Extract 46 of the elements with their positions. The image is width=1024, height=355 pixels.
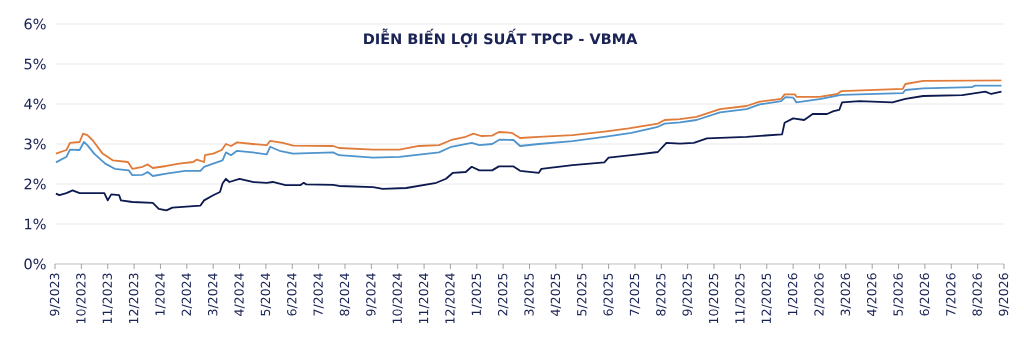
x-tick-label: 2/2026 (814, 273, 825, 316)
x-tick-label: 10/2025 (708, 273, 720, 324)
x-tick-label: 8/2026 (972, 273, 983, 316)
x-tick-label: 1/2026 (787, 273, 799, 316)
x-tick-label: 4/2026 (866, 273, 878, 316)
x-tick-label: 7/2024 (313, 273, 324, 316)
x-tick-label: 7/2026 (946, 273, 957, 316)
x-tick-label: 10/2024 (392, 273, 403, 324)
x-tick-label: 5/2026 (893, 273, 904, 316)
x-tick-label: 12/2023 (128, 273, 140, 324)
x-tick-label: 8/2024 (339, 273, 351, 316)
x-tick-label: 7/2025 (629, 273, 641, 316)
x-tick-label: 5/2024 (260, 273, 272, 316)
x-tick-label: 3/2026 (840, 273, 852, 316)
chart-title: DIỄN BIẾN LỢI SUẤT TPCP - VBMA (364, 28, 638, 48)
x-tick-label: 12/2025 (761, 273, 772, 324)
x-tick-label: 9/2025 (682, 273, 693, 316)
x-tick-label: 4/2024 (234, 273, 245, 316)
x-tick-label: 3/2025 (524, 273, 535, 316)
y-tick-label: 6% (24, 18, 46, 30)
x-tick-label: 1/2024 (155, 273, 166, 316)
y-tick-label: 4% (24, 98, 46, 110)
x-tick-label: 10/2023 (76, 273, 87, 324)
y-tick-label: 2% (24, 178, 46, 190)
x-tick-label: 12/2024 (445, 273, 456, 324)
y-tick-label: 1% (25, 218, 46, 230)
x-tick-label: 5/2025 (577, 273, 588, 316)
x-tick-label: 2/2024 (181, 273, 193, 316)
y-tick-label: 3% (24, 138, 46, 150)
x-tick-label: 6/2025 (603, 273, 614, 316)
x-tick-label: 1/2025 (471, 273, 482, 316)
y-tick-label: 0% (24, 258, 46, 270)
x-tick-label: 3/2024 (207, 273, 219, 316)
line-series (55, 90, 1003, 212)
x-tick-label: 6/2026 (919, 273, 931, 316)
x-tick-label: 9/2024 (366, 273, 377, 316)
x-tick-label: 9/2023 (49, 273, 61, 316)
x-tick-label: 6/2024 (287, 273, 298, 316)
x-tick-label: 9/2026 (998, 273, 1010, 316)
x-tick-label: 2/2025 (497, 273, 509, 316)
x-tick-label: 11/2023 (102, 273, 113, 324)
x-tick-label: 8/2025 (656, 273, 667, 316)
x-tick-label: 11/2025 (735, 273, 746, 324)
y-tick-label: 5% (24, 58, 46, 70)
x-tick-label: 4/2025 (550, 273, 562, 316)
x-tick-label: 11/2024 (418, 273, 430, 324)
